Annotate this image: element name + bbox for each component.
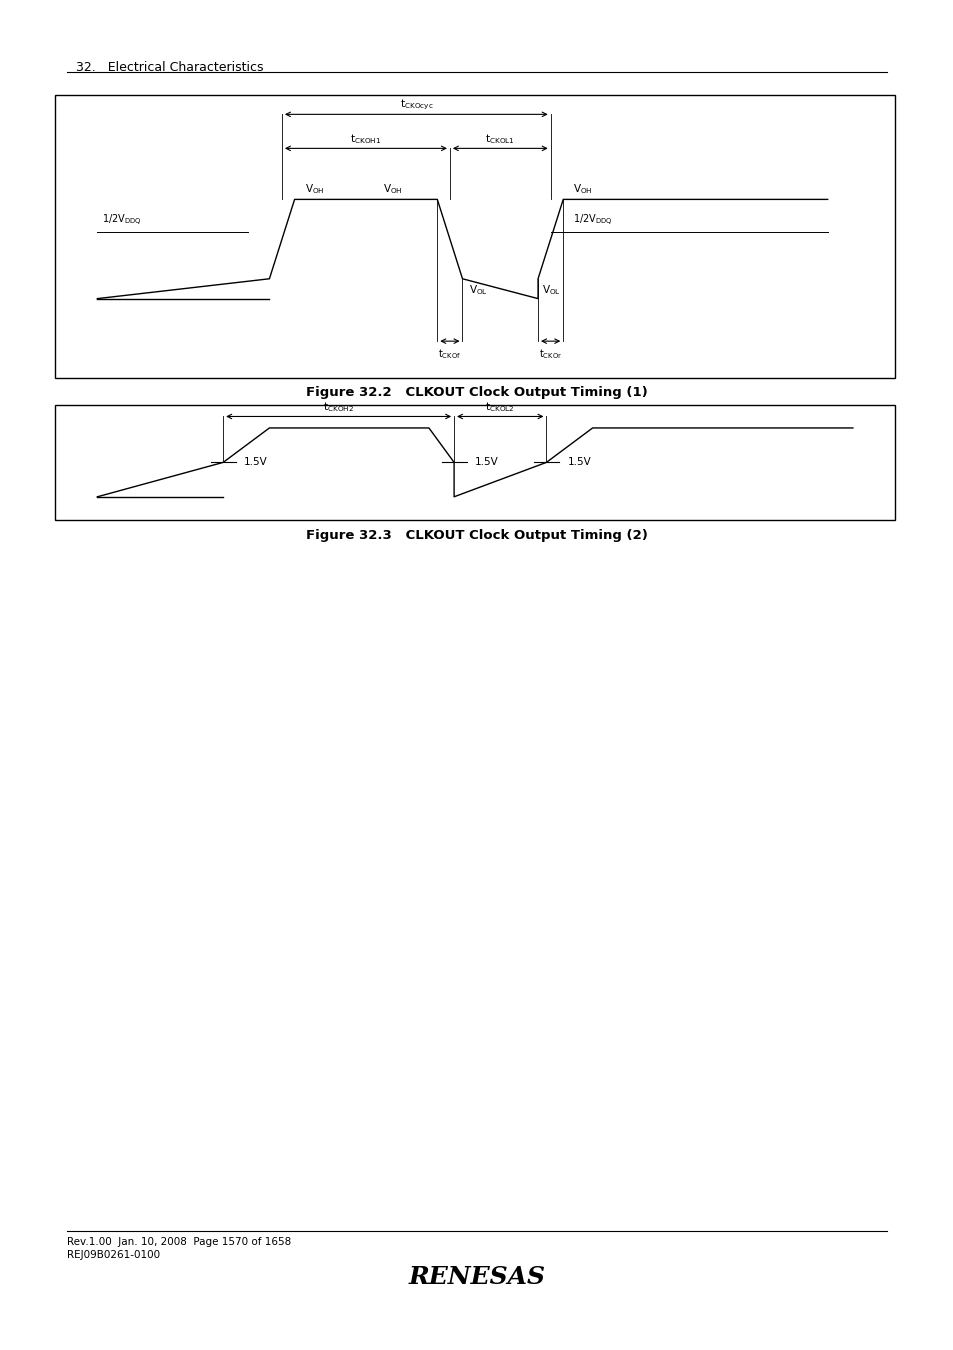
Text: $\mathregular{t_{CKOH2}}$: $\mathregular{t_{CKOH2}}$ <box>323 401 354 414</box>
Text: $\mathregular{V_{OH}}$: $\mathregular{V_{OH}}$ <box>382 182 402 196</box>
Text: $\mathregular{V_{OL}}$: $\mathregular{V_{OL}}$ <box>469 284 488 297</box>
Text: 1.5V: 1.5V <box>475 458 498 467</box>
Text: $\mathregular{t_{CKOr}}$: $\mathregular{t_{CKOr}}$ <box>538 347 561 360</box>
Text: $\mathregular{1/2V_{DDQ}}$: $\mathregular{1/2V_{DDQ}}$ <box>101 213 141 228</box>
Text: 32.   Electrical Characteristics: 32. Electrical Characteristics <box>76 61 264 74</box>
Text: $\mathregular{t_{CKOcyc}}$: $\mathregular{t_{CKOcyc}}$ <box>399 97 433 112</box>
Text: RENESAS: RENESAS <box>408 1265 545 1289</box>
Text: Figure 32.2   CLKOUT Clock Output Timing (1): Figure 32.2 CLKOUT Clock Output Timing (… <box>306 386 647 400</box>
Text: Figure 32.3   CLKOUT Clock Output Timing (2): Figure 32.3 CLKOUT Clock Output Timing (… <box>306 529 647 543</box>
Text: $\mathregular{1/2V_{DDQ}}$: $\mathregular{1/2V_{DDQ}}$ <box>573 213 612 228</box>
Text: REJ09B0261-0100: REJ09B0261-0100 <box>67 1250 160 1260</box>
Text: $\mathregular{t_{CKOH1}}$: $\mathregular{t_{CKOH1}}$ <box>350 132 381 146</box>
Text: 1.5V: 1.5V <box>567 458 591 467</box>
Text: $\mathregular{V_{OH}}$: $\mathregular{V_{OH}}$ <box>573 182 593 196</box>
Text: Rev.1.00  Jan. 10, 2008  Page 1570 of 1658: Rev.1.00 Jan. 10, 2008 Page 1570 of 1658 <box>67 1237 291 1246</box>
Text: $\mathregular{t_{CKOL2}}$: $\mathregular{t_{CKOL2}}$ <box>485 401 515 414</box>
Text: 1.5V: 1.5V <box>244 458 268 467</box>
Text: $\mathregular{V_{OL}}$: $\mathregular{V_{OL}}$ <box>541 284 560 297</box>
Text: $\mathregular{V_{OH}}$: $\mathregular{V_{OH}}$ <box>304 182 324 196</box>
Text: $\mathregular{t_{CKOf}}$: $\mathregular{t_{CKOf}}$ <box>437 347 461 360</box>
Text: $\mathregular{t_{CKOL1}}$: $\mathregular{t_{CKOL1}}$ <box>485 132 515 146</box>
